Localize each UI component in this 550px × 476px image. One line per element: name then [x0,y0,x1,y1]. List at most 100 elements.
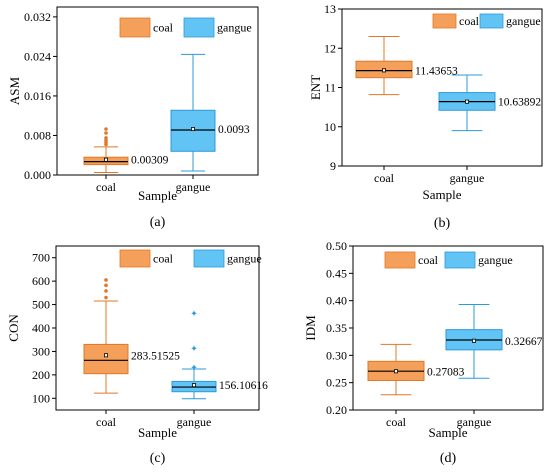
y-tick-label: 13 [324,2,336,16]
mean-value-label: 0.27083 [427,366,465,378]
y-tick-label: 700 [32,251,50,265]
legend-label-coal: coal [153,252,174,266]
legend-label-coal: coal [459,14,480,28]
panel-label: (b) [434,216,451,231]
y-axis-label: IDM [303,315,318,341]
mean-marker [191,383,196,388]
y-tick-label: 0.20 [326,403,347,417]
legend: coal gangue [432,13,541,29]
mean-value-label: 0.0093 [218,124,250,136]
mean-value-label: 283.51525 [131,350,180,362]
box-gangue: 10.63892 [438,74,541,132]
box-coal: 0.00309 [83,127,169,174]
box-coal: 0.27083 [367,343,465,396]
box-iqr [83,343,129,375]
y-tick-label: 0.35 [326,321,347,335]
y-tick-label: 0.40 [326,294,347,308]
outlier-point [104,131,108,135]
legend-label-gangue: gangue [506,14,541,28]
x-tick-label: gangue [176,180,211,194]
x-tick-label: gangue [457,415,492,429]
y-tick-label: 0.016 [24,89,51,103]
panel-label: (c) [150,451,166,466]
y-tick-label: 0.008 [24,128,51,142]
mean-marker [190,127,195,132]
plot-frame [352,245,544,411]
outlier-point: ✦ [190,362,198,372]
y-tick-label: 0.50 [326,239,347,253]
y-tick-label: 300 [32,344,50,358]
y-axis-label: CON [6,314,21,342]
y-tick-label: 600 [32,274,50,288]
y-tick-label: 0.25 [326,376,347,390]
y-tick-label: 200 [32,368,50,382]
legend-label-gangue: gangue [227,252,262,266]
legend-swatch-gangue [193,249,225,268]
mean-value-label: 0.00309 [131,155,169,167]
y-tick-label: 0.45 [326,266,347,280]
x-axis-label: Sample [429,425,468,440]
mean-marker [104,353,109,358]
box-gangue: ✦ ✦ ✦ 156.10616 [171,308,268,400]
legend: coal gangue [119,17,252,38]
outlier-point: ✦ [190,308,198,318]
x-tick-label: coal [386,415,407,429]
outlier-point [104,136,108,140]
legend-label-coal: coal [153,21,174,35]
x-tick-label: coal [374,171,395,185]
legend: coal gangue [119,249,262,268]
y-tick-label: 12 [324,41,336,55]
panel-label: (d) [440,451,457,466]
legend: coal gangue [384,251,513,269]
legend-swatch-gangue [479,13,504,29]
mean-marker [471,338,476,343]
legend-label-gangue: gangue [478,253,513,267]
legend-swatch-coal [119,249,151,268]
x-tick-label: gangue [450,171,485,185]
mean-marker [393,369,398,374]
box-coal: 283.51525 [83,278,180,394]
x-tick-label: coal [96,180,117,194]
y-axis-label: ENT [308,75,323,100]
outlier-point [104,278,108,282]
y-tick-label: 0.024 [24,49,51,63]
mean-value-label: 10.63892 [498,97,541,109]
legend-swatch-coal [119,17,151,38]
y-tick-label: 11 [324,81,336,95]
x-axis-label: Sample [138,188,177,203]
y-tick-label: 10 [324,120,336,134]
box-gangue: 0.32667 [445,303,543,379]
box-coal: 11.43653 [355,35,458,96]
outlier-point [104,127,108,131]
y-tick-label: 9 [330,159,336,173]
x-axis-label: Sample [138,425,177,440]
y-tick-label: 100 [32,391,50,405]
legend-label-gangue: gangue [217,21,252,35]
panel-label: (a) [150,215,166,230]
mean-marker [464,99,469,104]
mean-marker [104,157,109,162]
outlier-point [104,283,108,288]
chart-panel-b: 9 10 11 12 13 coal gangue Sample ENT 11.43653 10.6… [308,2,543,231]
y-tick-label: 500 [32,298,50,312]
y-tick-label: 0.000 [24,168,51,182]
mean-value-label: 11.43653 [415,65,458,77]
plot-frame [56,6,259,176]
outlier-point [104,138,108,143]
mean-value-label: 0.32667 [505,336,543,348]
y-tick-label: 0.032 [24,10,51,24]
y-tick-label: 0.30 [326,348,347,362]
legend-swatch-gangue [444,251,476,269]
y-axis-label: ASM [7,76,22,105]
x-tick-label: coal [96,415,117,429]
x-tick-label: gangue [177,415,212,429]
plot-frame [341,8,543,167]
outlier-point [104,295,108,300]
y-tick-label: 400 [32,321,50,335]
outlier-point: ✦ [190,344,198,354]
legend-swatch-coal [384,251,416,269]
mean-marker [381,68,386,73]
